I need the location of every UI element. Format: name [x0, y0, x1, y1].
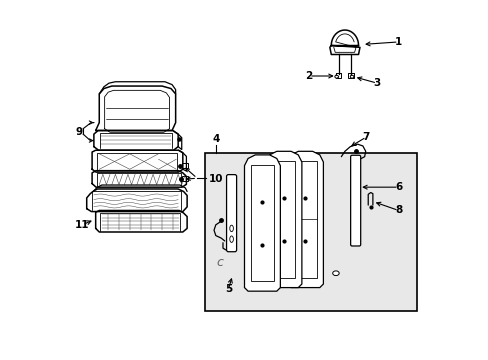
- Bar: [182, 163, 188, 168]
- Text: 8: 8: [394, 206, 402, 216]
- Text: 3: 3: [373, 78, 380, 88]
- Ellipse shape: [229, 225, 233, 231]
- Text: 1: 1: [394, 37, 402, 47]
- Ellipse shape: [332, 271, 339, 275]
- Bar: [182, 176, 188, 181]
- Text: c: c: [216, 256, 223, 269]
- FancyBboxPatch shape: [350, 155, 360, 246]
- Text: 6: 6: [394, 182, 402, 192]
- Polygon shape: [287, 151, 323, 288]
- Bar: [336, 73, 341, 78]
- FancyBboxPatch shape: [226, 175, 236, 252]
- Text: 4: 4: [212, 134, 219, 144]
- Ellipse shape: [229, 236, 233, 242]
- Text: 10: 10: [208, 174, 223, 184]
- Text: 2: 2: [305, 71, 312, 81]
- Text: 7: 7: [362, 132, 369, 142]
- Polygon shape: [265, 151, 301, 288]
- Text: 11: 11: [75, 220, 89, 230]
- Polygon shape: [244, 155, 280, 291]
- Bar: [204, 153, 416, 311]
- Ellipse shape: [334, 75, 338, 78]
- Bar: [348, 73, 353, 78]
- Text: 5: 5: [224, 284, 231, 294]
- Text: 9: 9: [76, 127, 83, 136]
- Ellipse shape: [349, 75, 353, 78]
